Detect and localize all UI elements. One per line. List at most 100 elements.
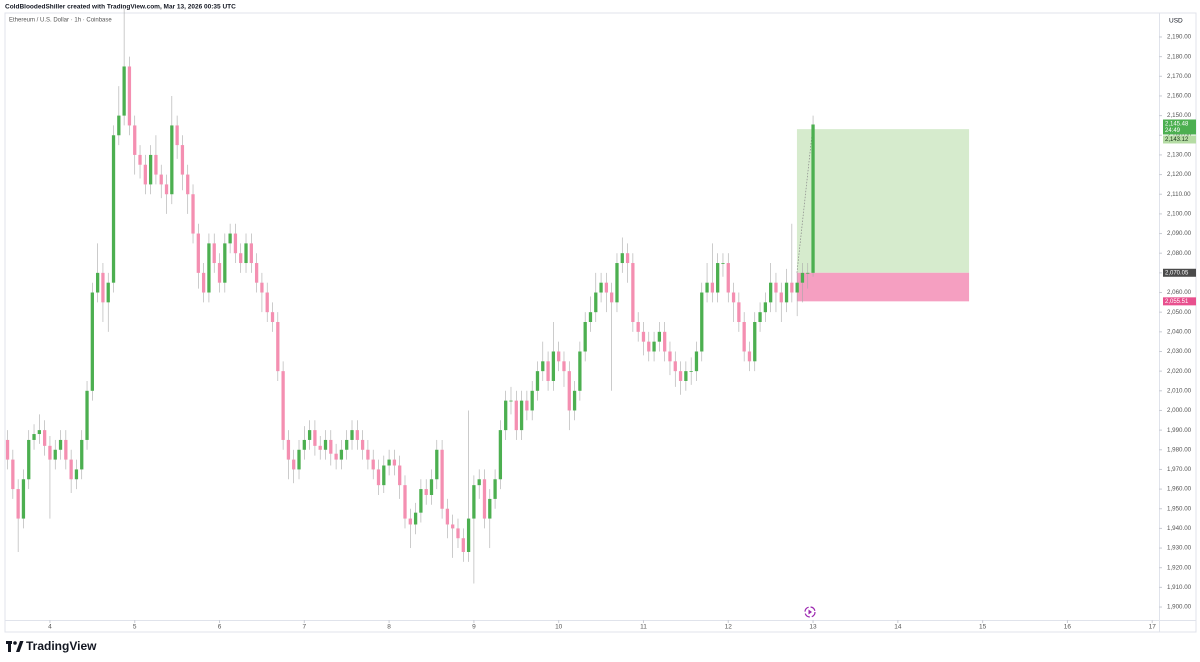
candle-body <box>504 400 508 431</box>
candle-body <box>795 282 799 293</box>
candle-body <box>599 282 603 293</box>
candle-body <box>551 351 556 381</box>
candle-body <box>292 459 296 470</box>
candle-body <box>408 518 412 525</box>
candle-body <box>419 489 423 513</box>
candle-body <box>186 174 190 195</box>
candle-body <box>774 282 778 293</box>
candle-body <box>122 66 126 116</box>
candle-body <box>382 465 386 486</box>
stop-zone <box>796 272 970 302</box>
x-tick-label: 5 <box>133 624 137 631</box>
y-tick-label: 2,010.00 <box>1167 387 1192 394</box>
candle-body <box>233 233 238 254</box>
candle-body <box>191 194 195 234</box>
candle-body <box>678 371 683 381</box>
candle-body <box>747 351 752 362</box>
price-unit: USD <box>1169 18 1183 25</box>
x-tick-label: 6 <box>218 624 222 631</box>
candle-body <box>201 272 206 293</box>
y-tick-label: 2,060.00 <box>1167 289 1192 296</box>
candle-body <box>806 272 810 274</box>
candle-body <box>610 292 614 303</box>
candle-body <box>477 479 481 486</box>
candle-body <box>710 282 715 293</box>
candle-body <box>429 479 434 495</box>
candle-body <box>148 154 153 185</box>
logo-icon <box>6 641 24 652</box>
candle-body <box>16 489 20 519</box>
y-tick-label: 1,950.00 <box>1167 505 1192 512</box>
candle-body <box>800 272 805 283</box>
y-tick-label: 2,000.00 <box>1167 407 1192 414</box>
candle-body <box>223 243 227 283</box>
candle-body <box>334 453 338 460</box>
candle-body <box>398 465 402 486</box>
candle-body <box>763 302 768 313</box>
candle-body <box>11 459 15 490</box>
candle-body <box>265 292 269 313</box>
candle-body <box>143 164 147 185</box>
y-tick-label: 1,900.00 <box>1167 604 1192 611</box>
candle-body <box>117 115 121 136</box>
candle-body <box>578 351 582 391</box>
y-tick-label: 2,020.00 <box>1167 368 1192 375</box>
candle-body <box>318 445 322 450</box>
y-tick-label: 2,150.00 <box>1167 112 1192 119</box>
candle-body <box>790 282 794 293</box>
candle-body <box>519 400 524 431</box>
candle-body <box>313 430 317 446</box>
y-tick-label: 1,940.00 <box>1167 525 1192 532</box>
candle-body <box>636 322 640 332</box>
candle-body <box>37 430 41 435</box>
candle-body <box>376 469 381 486</box>
candle-body <box>572 390 577 411</box>
candle-body <box>625 253 630 264</box>
candle-body <box>451 524 455 529</box>
candle-body <box>307 430 312 440</box>
candle-body <box>350 430 354 440</box>
candle-body <box>445 508 450 525</box>
candle-body <box>493 479 497 499</box>
candle-body <box>684 371 688 381</box>
last-price-bg <box>1163 119 1196 135</box>
x-tick-label: 10 <box>555 624 563 631</box>
candle-body <box>641 331 646 342</box>
candle-body <box>472 485 476 519</box>
candle-body <box>668 351 672 362</box>
candle-body <box>111 135 116 283</box>
candle-body <box>85 390 89 440</box>
chart-frame <box>4 12 1197 633</box>
y-tick-label: 2,050.00 <box>1167 309 1192 316</box>
candle-body <box>133 125 137 155</box>
replay-icon <box>804 606 816 618</box>
candle-body <box>737 302 741 323</box>
candle-body <box>371 459 375 470</box>
candle-body <box>583 322 587 352</box>
y-tick-label: 2,110.00 <box>1167 191 1191 198</box>
x-tick-label: 14 <box>894 624 902 631</box>
candle-body <box>546 361 550 381</box>
x-tick-label: 13 <box>809 624 817 631</box>
candle-body <box>567 371 571 411</box>
position-path <box>796 124 814 273</box>
y-tick-label: 2,100.00 <box>1167 211 1192 218</box>
candle-body <box>769 282 773 303</box>
candle-body <box>663 331 667 352</box>
y-tick-label: 2,170.00 <box>1167 73 1192 80</box>
candle-body <box>424 489 428 495</box>
candle-body <box>604 282 609 293</box>
candle-body <box>530 390 534 411</box>
candle-body <box>90 292 94 391</box>
candle-body <box>249 243 253 264</box>
candle-body <box>239 253 243 264</box>
entry-label: 2,070.05 <box>1165 270 1189 276</box>
candle-body <box>106 282 110 303</box>
candle-body <box>387 459 391 466</box>
candle-body <box>207 243 211 293</box>
candle-body <box>525 400 529 411</box>
candle-body <box>700 292 704 352</box>
x-tick-label: 8 <box>387 624 391 631</box>
candle-body <box>170 125 174 195</box>
